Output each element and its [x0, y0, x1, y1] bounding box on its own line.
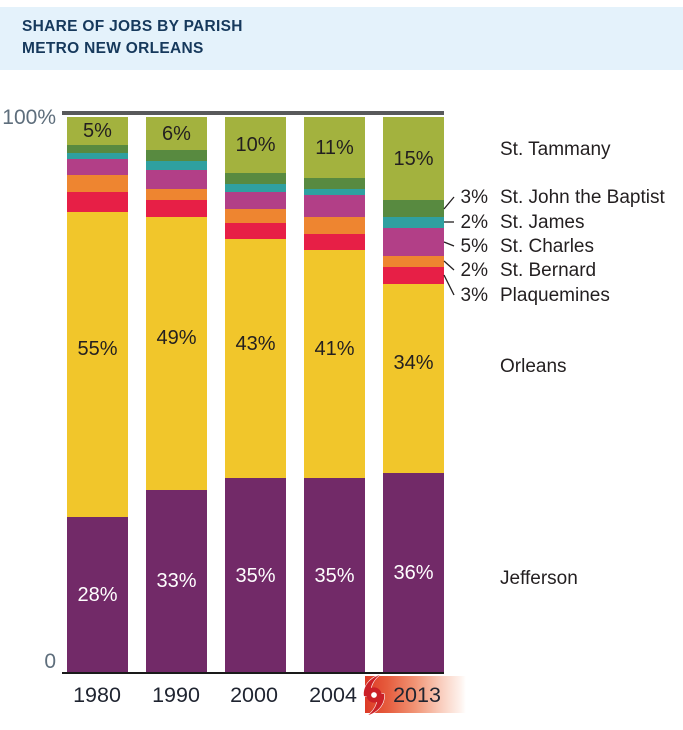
- chart-header: SHARE OF JOBS BY PARISH METRO NEW ORLEAN…: [0, 7, 683, 70]
- x-axis-label-2013: 2013: [393, 683, 441, 707]
- bar-segment-st-tammany-2000: 10%: [225, 117, 286, 173]
- bar-segment-st-john-the-baptist-2013: [383, 200, 444, 218]
- x-axis-line: [62, 672, 444, 674]
- legend-label: St. Tammany: [500, 139, 611, 160]
- legend-percent: 5%: [460, 236, 488, 257]
- x-axis-label-2000: 2000: [230, 683, 278, 707]
- legend-percent: 2%: [460, 260, 488, 281]
- legend-label: St. James: [500, 212, 585, 233]
- legend-percent: 3%: [460, 187, 488, 208]
- bar-segment-st-charles-2013: [383, 228, 444, 256]
- legend-percent: [455, 568, 488, 589]
- hurricane-icon: [363, 674, 385, 716]
- legend-label: Jefferson: [500, 568, 578, 589]
- bar-segment-plaquemines-2004: [304, 233, 365, 251]
- bar-segment-st-charles-2000: [225, 192, 286, 209]
- bar-segment-orleans-1990: 49%: [146, 217, 207, 490]
- bar-segment-st-charles-1990: [146, 169, 207, 190]
- bar-value-label: 11%: [315, 136, 354, 159]
- y-axis-label-0: 0: [44, 650, 56, 673]
- bar-segment-plaquemines-2000: [225, 222, 286, 240]
- legend-percent: 3%: [460, 285, 488, 306]
- bar-segment-st-tammany-1990: 6%: [146, 117, 207, 151]
- legend-item-st-tammany: St. Tammany: [455, 139, 680, 160]
- legend-item-st-james: 2% St. James: [455, 212, 680, 233]
- bar-value-label: 33%: [156, 570, 197, 593]
- bar-segment-orleans-1980: 55%: [67, 211, 128, 518]
- legend-percent: [455, 356, 488, 377]
- bar-segment-st-charles-1980: [67, 158, 128, 176]
- legend-label: Plaquemines: [500, 285, 610, 306]
- legend-label: St. Bernard: [500, 260, 597, 281]
- bar-segment-st-john-the-baptist-2000: [225, 172, 286, 184]
- bar-segment-st-james-2000: [225, 183, 286, 193]
- bar-value-label: 41%: [314, 338, 355, 361]
- bar-segment-jefferson-2000: 35%: [225, 478, 286, 673]
- chart-title-line2: METRO NEW ORLEANS: [22, 40, 204, 57]
- bar-segment-jefferson-2004: 35%: [304, 478, 365, 673]
- bar-segment-orleans-2000: 43%: [225, 239, 286, 479]
- bar-segment-jefferson-1990: 33%: [146, 489, 207, 673]
- bar-segment-st-tammany-2013: 15%: [383, 117, 444, 201]
- bar-segment-plaquemines-1990: [146, 200, 207, 218]
- legend-item-st-bernard: 2% St. Bernard: [455, 260, 680, 281]
- bar-value-label: 36%: [393, 561, 434, 584]
- bar-segment-plaquemines-2013: [383, 267, 444, 284]
- legend-label: St. Charles: [500, 236, 594, 257]
- bar-value-label: 6%: [162, 122, 191, 145]
- bar-segment-st-bernard-2013: [383, 256, 444, 268]
- bar-segment-st-james-1990: [146, 161, 207, 170]
- chart-title-line1: SHARE OF JOBS BY PARISH: [22, 18, 243, 35]
- x-axis-label-2004: 2004: [309, 683, 357, 707]
- bar-value-label: 15%: [393, 147, 434, 170]
- legend-label: Orleans: [500, 356, 567, 377]
- bar-value-label: 35%: [314, 564, 355, 587]
- bar-segment-st-bernard-1990: [146, 189, 207, 201]
- bar-segment-st-john-the-baptist-2004: [304, 178, 365, 190]
- bar-segment-jefferson-2013: 36%: [383, 472, 444, 673]
- bar-segment-st-bernard-1980: [67, 175, 128, 193]
- bar-value-label: 28%: [77, 584, 118, 607]
- legend-percent: 2%: [460, 212, 488, 233]
- bar-segment-st-james-2013: [383, 217, 444, 229]
- hundred-percent-line: [62, 111, 444, 115]
- legend-label: St. John the Baptist: [500, 187, 665, 208]
- bar-value-label: 34%: [393, 352, 434, 375]
- legend-percent: [455, 139, 488, 160]
- bar-value-label: 5%: [83, 119, 112, 142]
- bar-segment-st-tammany-2004: 11%: [304, 117, 365, 179]
- x-axis-label-1980: 1980: [73, 683, 121, 707]
- bar-value-label: 49%: [156, 327, 197, 350]
- bar-segment-st-bernard-2000: [225, 208, 286, 223]
- legend-item-jefferson: Jefferson: [455, 568, 680, 589]
- bar-segment-st-tammany-1980: 5%: [67, 117, 128, 145]
- bar-segment-st-bernard-2004: [304, 217, 365, 234]
- bar-segment-st-james-1980: [67, 153, 128, 159]
- legend-item-plaquemines: 3% Plaquemines: [455, 285, 680, 306]
- bar-segment-plaquemines-1980: [67, 192, 128, 212]
- bar-segment-st-john-the-baptist-1980: [67, 144, 128, 154]
- y-axis-label-100: 100%: [2, 106, 56, 129]
- bar-value-label: 55%: [77, 338, 118, 361]
- legend-item-st-john-the-baptist: 3% St. John the Baptist: [455, 187, 680, 208]
- bar-value-label: 43%: [235, 332, 276, 355]
- bar-segment-jefferson-1980: 28%: [67, 517, 128, 673]
- legend-item-orleans: Orleans: [455, 356, 680, 377]
- legend-item-st-charles: 5% St. Charles: [455, 236, 680, 257]
- bar-segment-st-james-2004: [304, 189, 365, 195]
- bar-segment-orleans-2013: 34%: [383, 283, 444, 473]
- bar-segment-st-charles-2004: [304, 194, 365, 218]
- bar-value-label: 35%: [235, 564, 276, 587]
- bar-value-label: 10%: [235, 133, 276, 156]
- x-axis-label-1990: 1990: [152, 683, 200, 707]
- bar-segment-st-john-the-baptist-1990: [146, 150, 207, 162]
- bar-segment-orleans-2004: 41%: [304, 250, 365, 479]
